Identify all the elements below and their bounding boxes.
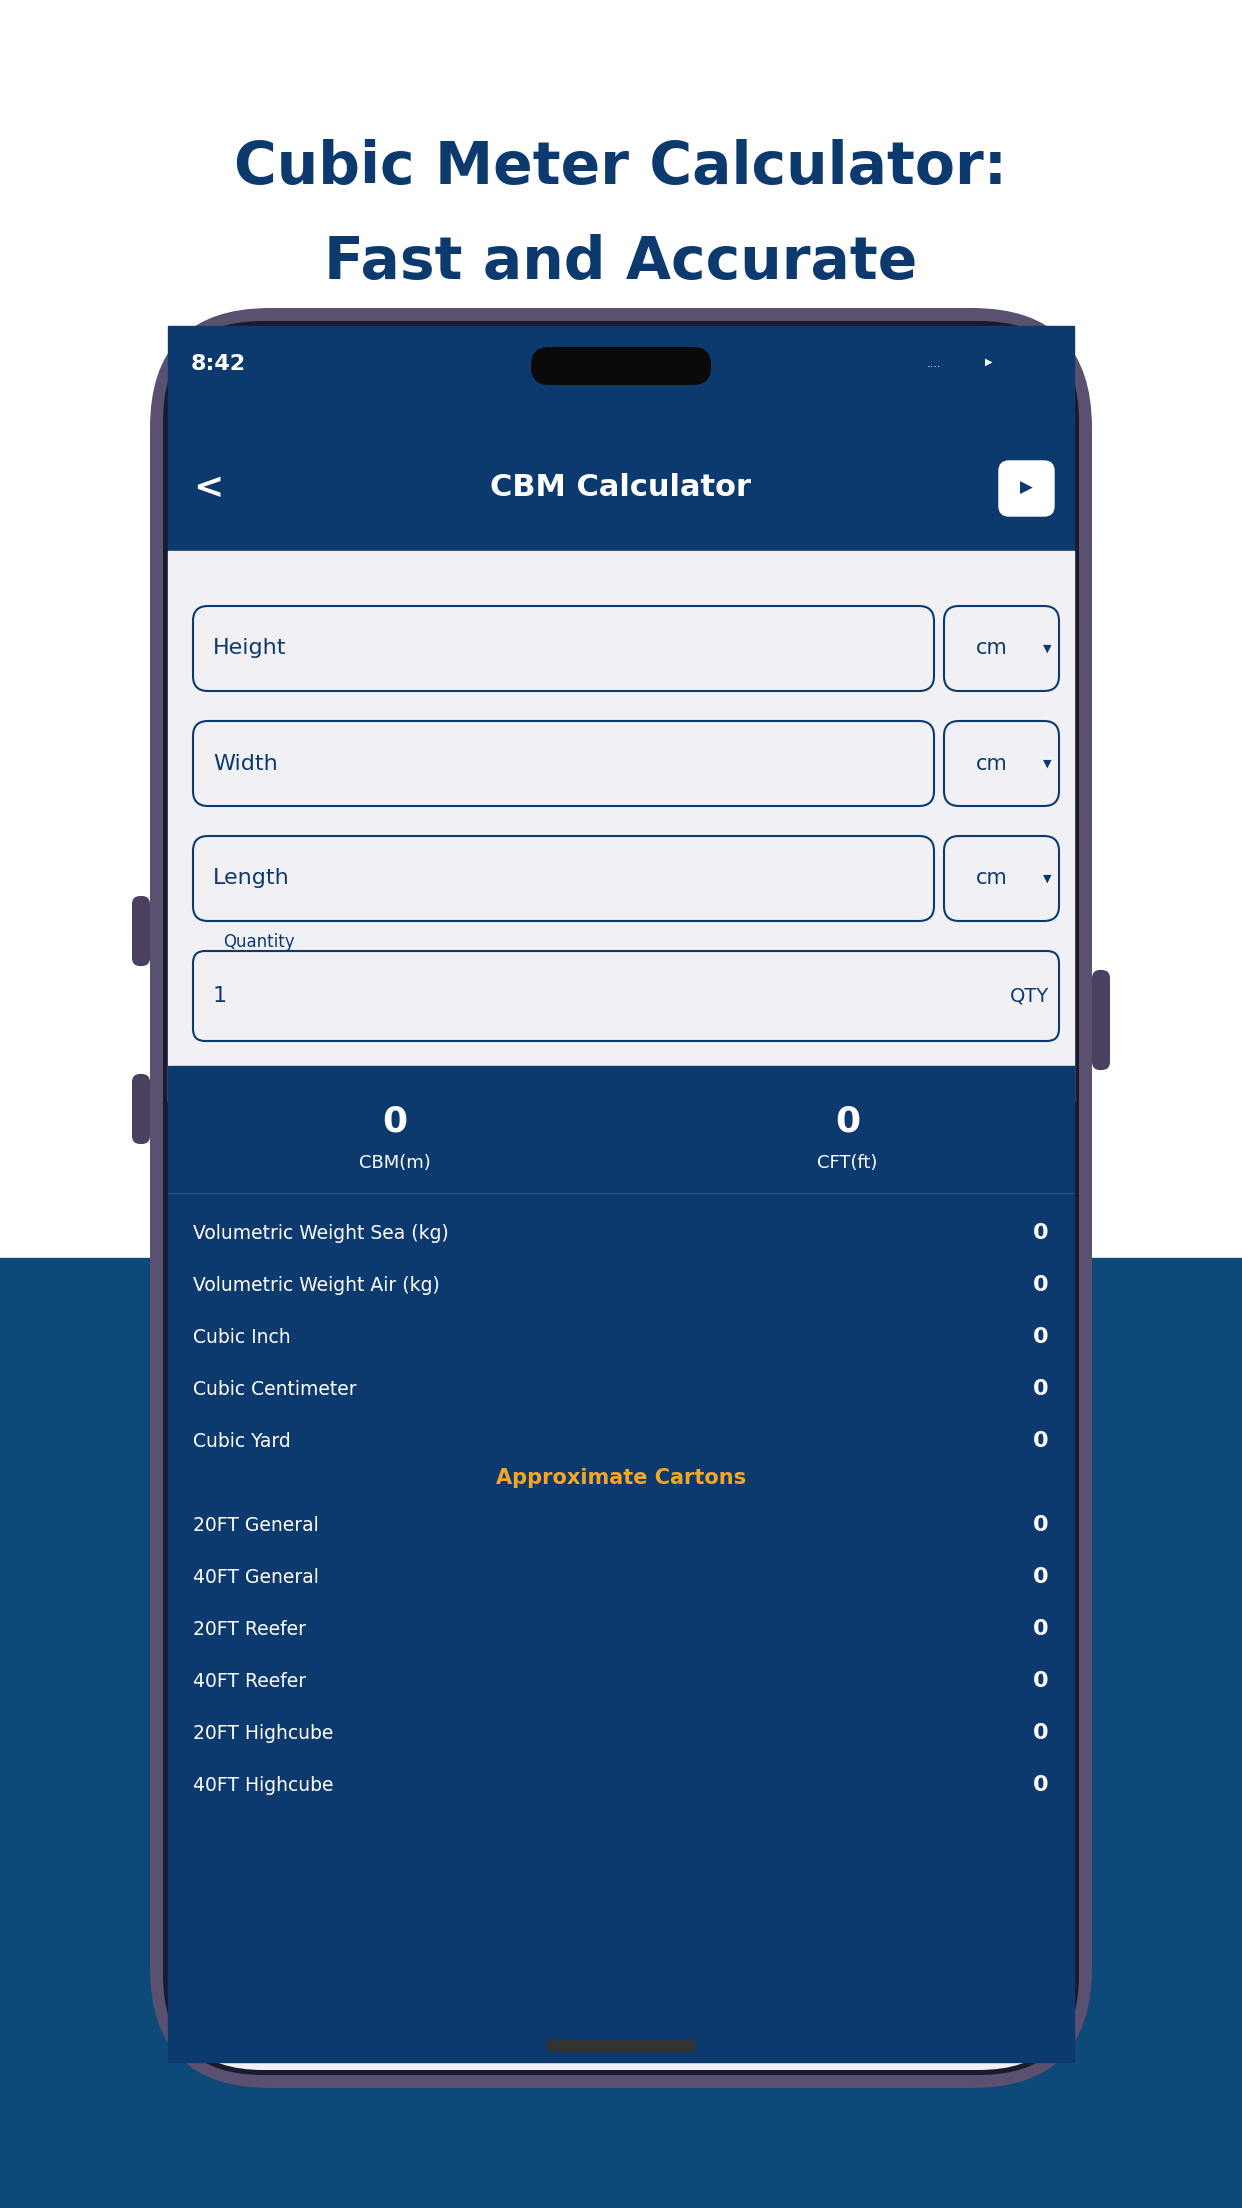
FancyBboxPatch shape	[193, 837, 934, 921]
FancyBboxPatch shape	[944, 722, 1059, 806]
Text: 20FT Reefer: 20FT Reefer	[193, 1618, 306, 1638]
FancyBboxPatch shape	[1092, 969, 1110, 1071]
Text: 0: 0	[1033, 1722, 1049, 1742]
Text: Cubic Yard: Cubic Yard	[193, 1431, 291, 1451]
Text: Cubic Inch: Cubic Inch	[193, 1327, 291, 1347]
Text: ▼: ▼	[1043, 874, 1051, 883]
FancyBboxPatch shape	[163, 320, 1079, 2076]
Text: QTY: QTY	[1010, 987, 1049, 1005]
Text: 1: 1	[212, 987, 227, 1007]
FancyBboxPatch shape	[132, 1073, 150, 1144]
Text: CFT(ft): CFT(ft)	[817, 1155, 878, 1172]
Text: cm: cm	[976, 753, 1007, 773]
Bar	[168, 552, 1074, 1102]
Text: 0: 0	[1033, 1671, 1049, 1691]
FancyBboxPatch shape	[193, 605, 934, 691]
Text: Height: Height	[212, 638, 287, 658]
Text: 20FT Highcube: 20FT Highcube	[193, 1724, 333, 1742]
Text: Cubic Meter Calculator:: Cubic Meter Calculator:	[235, 139, 1007, 197]
Text: 0: 0	[1033, 1568, 1049, 1588]
Text: Volumetric Weight Air (kg): Volumetric Weight Air (kg)	[193, 1276, 440, 1294]
FancyBboxPatch shape	[193, 952, 1059, 1040]
Text: 0: 0	[1033, 1380, 1049, 1400]
Bar	[0, 0, 1242, 1259]
FancyBboxPatch shape	[168, 327, 1074, 2071]
FancyBboxPatch shape	[999, 461, 1054, 517]
Bar	[168, 1066, 1074, 2062]
Text: Width: Width	[212, 753, 278, 773]
FancyBboxPatch shape	[532, 347, 710, 384]
FancyBboxPatch shape	[150, 307, 1092, 2089]
Text: 40FT Reefer: 40FT Reefer	[193, 1671, 306, 1691]
FancyBboxPatch shape	[132, 896, 150, 965]
FancyBboxPatch shape	[944, 837, 1059, 921]
Text: 0: 0	[1033, 1618, 1049, 1638]
Text: ▼: ▼	[1043, 760, 1051, 768]
Text: CBM Calculator: CBM Calculator	[491, 473, 751, 503]
Text: 0: 0	[1033, 1431, 1049, 1451]
Text: ▶: ▶	[1020, 479, 1033, 497]
Text: 0: 0	[1033, 1327, 1049, 1347]
Text: Approximate Cartons: Approximate Cartons	[496, 1468, 746, 1488]
FancyBboxPatch shape	[944, 605, 1059, 691]
Text: Length: Length	[212, 868, 289, 888]
Text: 8:42: 8:42	[190, 353, 246, 373]
Text: 0: 0	[1033, 1775, 1049, 1795]
Text: 20FT General: 20FT General	[193, 1515, 319, 1535]
Text: Cubic Centimeter: Cubic Centimeter	[193, 1380, 356, 1398]
Text: cm: cm	[976, 638, 1007, 658]
Text: cm: cm	[976, 868, 1007, 888]
Text: 40FT Highcube: 40FT Highcube	[193, 1775, 334, 1795]
Text: 0: 0	[1033, 1515, 1049, 1535]
Text: Volumetric Weight Sea (kg): Volumetric Weight Sea (kg)	[193, 1223, 448, 1243]
Text: Fast and Accurate: Fast and Accurate	[324, 234, 918, 291]
Text: 0: 0	[1033, 1274, 1049, 1296]
Text: ▶: ▶	[985, 358, 992, 367]
Text: 0: 0	[383, 1104, 407, 1137]
Text: 0: 0	[835, 1104, 859, 1137]
Text: CBM(m): CBM(m)	[359, 1155, 431, 1172]
Text: <: <	[193, 470, 224, 506]
FancyBboxPatch shape	[193, 722, 934, 806]
Text: Quantity: Quantity	[224, 934, 294, 952]
Text: ▼: ▼	[1043, 643, 1051, 654]
Text: 40FT General: 40FT General	[193, 1568, 319, 1588]
FancyBboxPatch shape	[546, 2038, 696, 2051]
Text: ....: ....	[927, 360, 941, 369]
Bar	[168, 327, 1074, 552]
Text: 0: 0	[1033, 1223, 1049, 1243]
Bar	[0, 1259, 1242, 2208]
